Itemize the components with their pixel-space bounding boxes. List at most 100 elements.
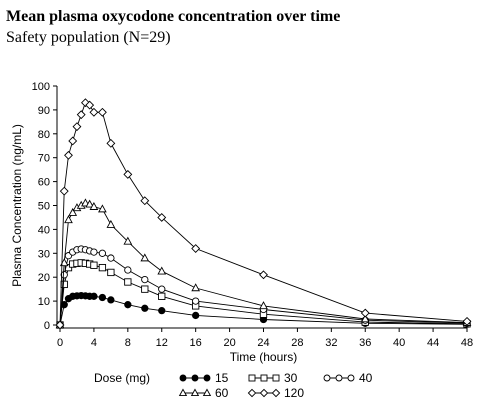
data-point-40 bbox=[158, 285, 166, 293]
data-point-120 bbox=[360, 308, 370, 318]
y-tick-label: 10 bbox=[38, 296, 50, 308]
y-tick-label: 20 bbox=[38, 272, 50, 284]
data-point-120 bbox=[106, 138, 116, 148]
data-point-30 bbox=[90, 261, 98, 269]
data-point-60 bbox=[259, 301, 268, 310]
data-point-15 bbox=[98, 293, 107, 302]
data-point-60 bbox=[98, 204, 107, 213]
data-point-40 bbox=[90, 248, 98, 256]
data-point-15 bbox=[141, 304, 149, 312]
data-point-120 bbox=[72, 122, 82, 132]
legend-marker-60 bbox=[190, 388, 200, 397]
legend-marker-30 bbox=[272, 374, 280, 382]
legend-label-60: 60 bbox=[215, 386, 229, 400]
x-tick-label: 16 bbox=[190, 337, 202, 349]
data-point-120 bbox=[97, 107, 107, 117]
data-point-40 bbox=[192, 297, 200, 305]
data-point-60 bbox=[59, 258, 69, 267]
y-tick-label: 90 bbox=[38, 105, 50, 117]
data-point-60 bbox=[89, 201, 99, 210]
data-point-15 bbox=[90, 292, 98, 300]
data-point-60 bbox=[140, 253, 150, 262]
y-tick-label: 0 bbox=[44, 320, 50, 332]
x-tick-label: 0 bbox=[57, 337, 63, 349]
data-point-60 bbox=[157, 266, 167, 275]
legend-title: Dose (mg) bbox=[94, 371, 150, 385]
data-point-120 bbox=[76, 110, 86, 120]
data-point-40 bbox=[60, 271, 68, 279]
data-point-120 bbox=[462, 316, 472, 326]
chart-title: Mean plasma oxycodone concentration over… bbox=[6, 8, 341, 25]
data-point-120 bbox=[85, 100, 95, 110]
x-tick-label: 32 bbox=[325, 337, 337, 349]
x-tick-label: 36 bbox=[359, 337, 371, 349]
x-tick-label: 24 bbox=[257, 337, 269, 349]
legend-marker-15 bbox=[203, 374, 211, 382]
data-point-60 bbox=[191, 283, 201, 292]
x-tick-label: 4 bbox=[91, 337, 97, 349]
data-point-30 bbox=[141, 285, 149, 293]
y-tick-label: 40 bbox=[38, 224, 50, 236]
legend-marker-120 bbox=[259, 388, 269, 398]
y-tick-label: 60 bbox=[38, 177, 50, 189]
data-point-120 bbox=[259, 270, 268, 280]
data-point-120 bbox=[191, 244, 201, 253]
x-tick-label: 12 bbox=[156, 337, 168, 349]
data-point-15 bbox=[192, 311, 200, 320]
series-line-120 bbox=[59, 102, 468, 326]
legend-marker-120 bbox=[247, 388, 257, 398]
data-point-40 bbox=[98, 249, 107, 257]
data-point-120 bbox=[59, 186, 69, 196]
y-tick-label: 70 bbox=[38, 153, 50, 165]
data-point-40 bbox=[107, 254, 115, 262]
data-point-120 bbox=[64, 150, 73, 160]
data-point-60 bbox=[123, 236, 133, 245]
legend-label-120: 120 bbox=[284, 386, 304, 400]
data-point-40 bbox=[141, 275, 149, 284]
legend-marker-30 bbox=[248, 374, 256, 382]
data-point-60 bbox=[85, 199, 95, 208]
y-axis-label: Plasma Concentration (ng/mL) bbox=[10, 124, 24, 287]
y-tick-label: 50 bbox=[38, 201, 50, 213]
x-tick-label: 44 bbox=[427, 337, 439, 349]
y-tick-label: 80 bbox=[38, 129, 50, 141]
legend-marker-15 bbox=[191, 374, 199, 382]
legend-label-40: 40 bbox=[359, 371, 373, 385]
data-point-40 bbox=[124, 266, 132, 274]
data-point-60 bbox=[64, 215, 73, 224]
data-point-120 bbox=[157, 213, 167, 222]
data-point-15 bbox=[158, 307, 166, 315]
legend-marker-60 bbox=[202, 388, 212, 397]
data-point-30 bbox=[60, 280, 68, 289]
legend-marker-40 bbox=[323, 374, 331, 382]
data-point-120 bbox=[68, 136, 78, 146]
data-point-30 bbox=[107, 268, 115, 277]
legend-marker-120 bbox=[271, 388, 281, 398]
legend-marker-30 bbox=[260, 374, 268, 382]
x-axis-label: Time (hours) bbox=[230, 350, 298, 364]
data-point-60 bbox=[360, 314, 370, 323]
data-point-30 bbox=[98, 263, 107, 272]
x-tick-label: 8 bbox=[125, 337, 131, 349]
data-point-15 bbox=[107, 296, 115, 304]
x-tick-label: 28 bbox=[291, 337, 303, 349]
x-tick-label: 40 bbox=[393, 337, 405, 349]
legend-label-30: 30 bbox=[284, 371, 298, 385]
x-tick-label: 20 bbox=[223, 337, 235, 349]
data-point-60 bbox=[68, 207, 78, 216]
data-point-15 bbox=[124, 301, 132, 309]
legend-marker-60 bbox=[178, 388, 188, 397]
legend-label-15: 15 bbox=[215, 371, 229, 385]
y-tick-label: 30 bbox=[38, 248, 50, 260]
legend-marker-15 bbox=[179, 374, 187, 382]
data-point-30 bbox=[158, 292, 166, 300]
data-point-30 bbox=[124, 278, 132, 286]
data-point-120 bbox=[140, 196, 150, 206]
y-tick-label: 100 bbox=[32, 81, 50, 93]
legend-marker-40 bbox=[335, 374, 343, 382]
data-point-120 bbox=[55, 320, 65, 330]
data-point-120 bbox=[123, 169, 133, 179]
x-tick-label: 48 bbox=[461, 337, 473, 349]
chart-subtitle: Safety population (N=29) bbox=[6, 29, 171, 46]
